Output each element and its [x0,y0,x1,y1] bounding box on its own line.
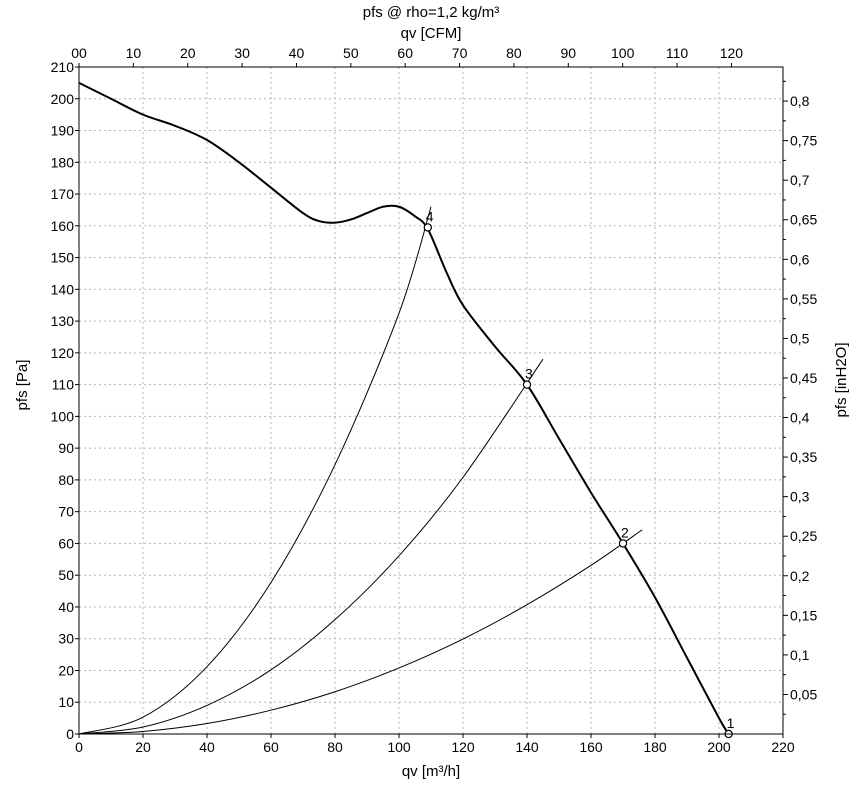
right-tick-label: 0,25 [790,528,817,544]
y-tick-label: 180 [51,154,75,170]
y-tick-label: 190 [51,123,75,139]
top-tick-label: 80 [506,45,522,61]
right-tick-label: 0,5 [790,330,810,346]
operating-points: 1 2 3 4 [423,208,735,739]
x-tick-label: 40 [199,739,215,755]
plot-frame [78,66,784,735]
top-tick-label: 70 [452,45,468,61]
right-tick-label: 0,15 [790,607,817,623]
top-tick-label: 30 [234,45,250,61]
y-tick-label: 90 [58,440,74,456]
right-tick-label: 0,1 [790,647,810,663]
x-tick-label: 120 [451,739,475,755]
x-tick-label: 20 [135,739,151,755]
y-tick-label: 200 [51,91,75,107]
top-axis-title: qv [CFM] [401,25,462,42]
y-tick-label: 0 [66,726,74,742]
chart-title: pfs @ rho=1,2 kg/m³ [363,4,500,21]
right-tick-label: 0,65 [790,212,817,228]
right-tick-label: 0,2 [790,568,810,584]
right-tick-label: 0,45 [790,370,817,386]
right-axis-title: pfs [inH2O] [833,342,850,417]
x-tick-label: 0 [75,739,83,755]
top-tick-label: 00 [71,45,87,61]
y-tick-label: 70 [58,504,74,520]
operating-point-marker [618,539,628,548]
operating-point-marker [423,223,432,232]
x-axis-title: qv [m³/h] [402,763,460,780]
x-tick-label: 160 [579,739,603,755]
operating-point-label: 3 [525,366,533,382]
right-tick-label: 0,7 [790,172,810,188]
right-tick-label: 0,75 [790,133,817,149]
right-tick-label: 0,8 [790,93,810,109]
system-curve-3 [78,529,643,735]
top-tick-label: 60 [397,45,413,61]
top-tick-label: 40 [289,45,305,61]
right-tick-label: 0,35 [790,449,817,465]
y-tick-label: 130 [51,313,75,329]
y-tick-label: 150 [51,250,75,266]
x-tick-label: 140 [515,739,539,755]
y-tick-label: 80 [58,472,74,488]
y-tick-label: 50 [58,567,74,583]
fan-performance-curve [78,81,730,735]
y-tick-label: 210 [51,59,75,75]
y-tick-label: 110 [52,377,75,393]
y-tick-label: 120 [51,345,75,361]
top-tick-label: 20 [180,45,196,61]
y-tick-label: 160 [51,218,75,234]
right-tick-label: 0,55 [790,291,817,307]
y-tick-label: 40 [58,599,74,615]
top-tick-label: 110 [666,45,689,61]
y-tick-label: 10 [58,694,74,710]
right-tick-label: 0,3 [790,489,810,505]
x-tick-label: 80 [327,739,343,755]
top-tick-label: 90 [561,45,577,61]
system-curve-1 [78,206,432,735]
y-tick-label: 20 [58,662,74,678]
axes: 0 20 40 60 80 100 120 140 160 180 200 2200102030405… [51,45,818,755]
curves [78,81,730,735]
operating-point-label: 4 [426,208,434,224]
operating-point-label: 2 [621,524,629,540]
top-tick-label: 50 [343,45,359,61]
y-tick-label: 60 [58,535,74,551]
y-tick-label: 140 [51,281,75,297]
x-tick-label: 200 [707,739,731,755]
top-tick-label: 10 [126,45,142,61]
y-tick-label: 30 [58,631,74,647]
operating-point-label: 1 [727,715,735,731]
operating-point-marker [522,380,532,389]
x-tick-label: 180 [643,739,667,755]
grid [79,67,783,734]
y-tick-label: 100 [51,408,75,424]
system-curve-2 [78,358,544,735]
right-tick-label: 0,05 [790,686,817,702]
top-tick-label: 100 [611,45,635,61]
right-tick-label: 0,6 [790,251,810,267]
y-tick-label: 170 [51,186,75,202]
right-tick-label: 0,4 [790,410,810,426]
x-tick-label: 100 [387,739,411,755]
top-tick-label: 120 [720,45,744,61]
y-axis-title: pfs [Pa] [14,360,31,411]
x-tick-label: 220 [771,739,795,755]
x-tick-label: 60 [263,739,279,755]
